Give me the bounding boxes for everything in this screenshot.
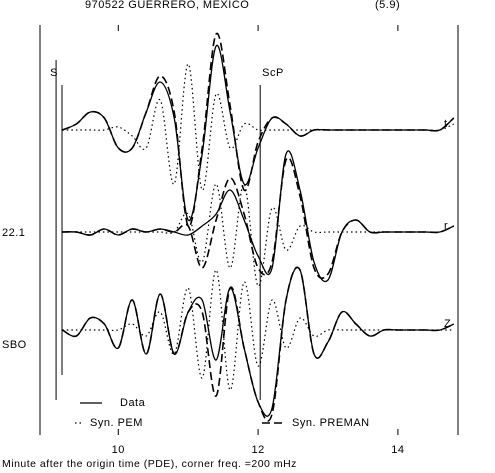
component-label: t: [444, 118, 448, 130]
legend-label: Syn. PEM: [90, 417, 143, 429]
trace-label: 22.1: [2, 227, 25, 239]
chart-subtitle: (5.9): [375, 0, 400, 11]
trace-solid: [62, 44, 455, 221]
legend-label: Syn. PREMAN: [292, 417, 370, 429]
phase-label: S: [50, 67, 58, 79]
trace-dashed: [61, 266, 455, 422]
trace-dotted: [62, 63, 455, 191]
trace-solid: [62, 150, 455, 283]
component-label: Z: [444, 318, 451, 330]
x-axis-label: Minute after the origin time (PDE), corn…: [2, 458, 297, 470]
trace-dotted: [62, 269, 454, 391]
trace-dotted: [62, 183, 455, 287]
component-label: r: [444, 220, 448, 232]
phase-label: ScP: [262, 67, 284, 79]
x-tick-label: 14: [391, 444, 404, 456]
x-tick-label: 10: [112, 444, 125, 456]
chart-title: 970522 GUERRERO, MEXICO: [85, 0, 249, 11]
legend-label: Data: [120, 397, 146, 409]
trace-label: SBO: [2, 339, 27, 351]
trace-dashed: [62, 32, 455, 227]
trace-dashed: [62, 156, 455, 279]
x-tick-label: 12: [251, 444, 264, 456]
